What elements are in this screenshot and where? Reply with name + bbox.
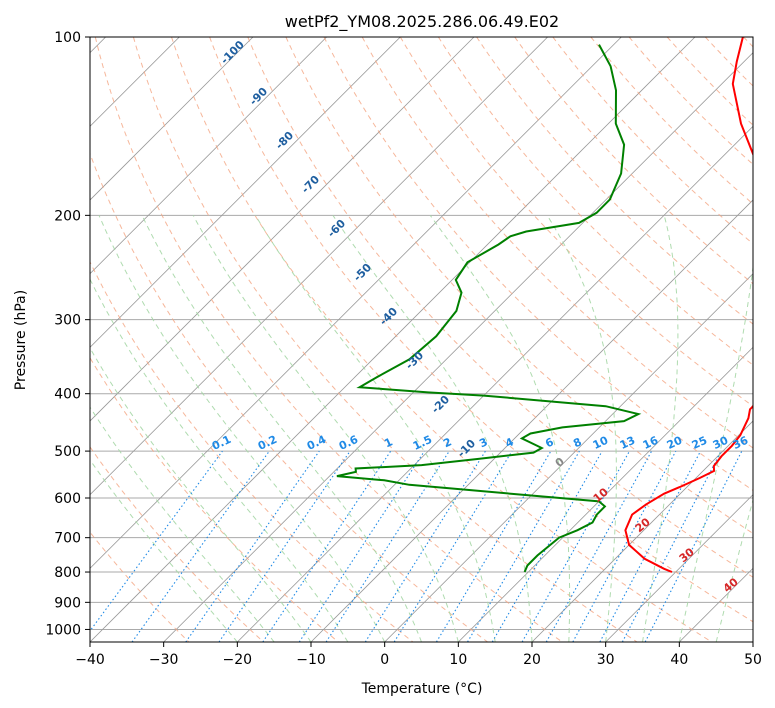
mixing-ratio-line bbox=[572, 450, 677, 642]
isotherm-line bbox=[237, 125, 753, 642]
mixing-ratio-line bbox=[393, 450, 513, 642]
dry-adiabat-line bbox=[209, 37, 753, 623]
dewpoint-line bbox=[336, 44, 642, 573]
moist-adiabat-line bbox=[678, 263, 753, 642]
x-tick-label: −30 bbox=[149, 652, 179, 668]
moist-adiabat-line bbox=[332, 215, 533, 642]
moist-adiabat-line bbox=[90, 278, 349, 642]
dry-adiabat-line bbox=[399, 37, 753, 407]
mixing-ratio-label: 16 bbox=[641, 434, 661, 452]
dry-adiabat-line bbox=[90, 260, 414, 642]
moist-adiabat-line bbox=[429, 215, 571, 642]
y-tick-label: 1000 bbox=[45, 622, 81, 638]
mixing-ratio-line bbox=[521, 450, 630, 642]
dry-adiabat-line bbox=[590, 37, 753, 205]
y-tick-label: 100 bbox=[54, 30, 81, 46]
dry-adiabat-line bbox=[90, 446, 264, 642]
temperature-line bbox=[624, 37, 753, 573]
dry-adiabat-line bbox=[628, 37, 753, 166]
mixing-ratio-label: 25 bbox=[690, 434, 709, 452]
mixing-ratio-label: 30 bbox=[711, 434, 731, 452]
dry-adiabat-line bbox=[361, 37, 753, 449]
moist-adiabat-line bbox=[192, 215, 459, 642]
x-tick-label: −20 bbox=[223, 652, 253, 668]
isotherm-line bbox=[605, 494, 753, 642]
dry-adiabat-line bbox=[90, 531, 190, 642]
isotherm-line bbox=[90, 37, 401, 348]
isotherm-line bbox=[384, 273, 753, 642]
mixing-ratio-label: 36 bbox=[731, 434, 751, 452]
x-tick-label: −40 bbox=[75, 652, 105, 668]
x-tick-label: 30 bbox=[597, 652, 615, 668]
x-tick-label: 10 bbox=[449, 652, 467, 668]
mixing-ratio-line bbox=[467, 450, 580, 642]
mixing-ratio-line bbox=[491, 450, 603, 642]
mixing-ratio-line bbox=[325, 450, 450, 642]
mixing-ratio-line bbox=[218, 450, 351, 642]
y-tick-label: 300 bbox=[54, 313, 81, 329]
mixing-ratio-label: 10 bbox=[591, 434, 611, 452]
y-tick-label: 800 bbox=[54, 565, 81, 581]
isotherm-line bbox=[90, 37, 548, 496]
isotherm-line bbox=[310, 199, 753, 642]
moist-adiabat-line bbox=[546, 215, 617, 642]
mixing-ratio-line bbox=[364, 450, 486, 642]
mixing-ratio-line bbox=[545, 450, 653, 642]
moist-adiabat-line bbox=[642, 215, 679, 642]
background-grid bbox=[90, 37, 753, 642]
x-tick-label: −10 bbox=[296, 652, 326, 668]
x-tick-label: 40 bbox=[670, 652, 688, 668]
y-tick-label: 600 bbox=[54, 491, 81, 507]
isotherm-line bbox=[531, 420, 753, 642]
isotherm-line bbox=[458, 346, 753, 642]
moist-adiabat-line bbox=[254, 215, 496, 642]
x-tick-label: 50 bbox=[744, 652, 762, 668]
y-axis-title: Pressure (hPa) bbox=[13, 290, 29, 390]
moist-adiabat-line bbox=[90, 347, 312, 642]
isotherm-line bbox=[163, 52, 753, 642]
chart-title: wetPf2_YM08.2025.286.06.49.E02 bbox=[285, 12, 559, 32]
isotherm-line bbox=[90, 37, 327, 275]
x-tick-label: 20 bbox=[523, 652, 541, 668]
mixing-ratio-label: 20 bbox=[665, 434, 685, 452]
isotherm-line bbox=[90, 37, 254, 201]
isotherm-line bbox=[90, 37, 475, 422]
x-tick-label: 0 bbox=[380, 652, 389, 668]
y-tick-label: 400 bbox=[54, 387, 81, 403]
moist-adiabat-line bbox=[715, 497, 753, 642]
axes: −40 −30 −20 −10 0 10 20 30 40 50 100 200 300 400 500 60… bbox=[45, 30, 762, 668]
profile-lines bbox=[336, 37, 753, 573]
mixing-ratio-line bbox=[435, 450, 552, 642]
isotherm-line bbox=[90, 37, 622, 569]
y-tick-label: 700 bbox=[54, 531, 81, 547]
plot-frame bbox=[89, 36, 754, 643]
dry-adiabat-line bbox=[171, 37, 712, 642]
dry-adiabat-line bbox=[514, 37, 753, 285]
y-tick-label: 900 bbox=[54, 595, 81, 611]
dry-adiabat-line bbox=[437, 37, 753, 366]
dry-adiabat-line bbox=[476, 37, 753, 325]
moist-adiabat-line bbox=[141, 215, 422, 642]
moist-adiabat-line bbox=[90, 459, 238, 642]
y-tick-label: 200 bbox=[54, 208, 81, 224]
y-tick-label: 500 bbox=[54, 444, 81, 460]
mixing-ratio-label: 13 bbox=[618, 434, 637, 452]
mixing-ratio-line bbox=[185, 450, 320, 642]
dry-adiabat-line bbox=[94, 37, 563, 642]
dry-adiabat-line bbox=[132, 37, 638, 642]
dry-adiabat-line bbox=[247, 37, 753, 578]
x-axis-title: Temperature (°C) bbox=[361, 681, 483, 697]
